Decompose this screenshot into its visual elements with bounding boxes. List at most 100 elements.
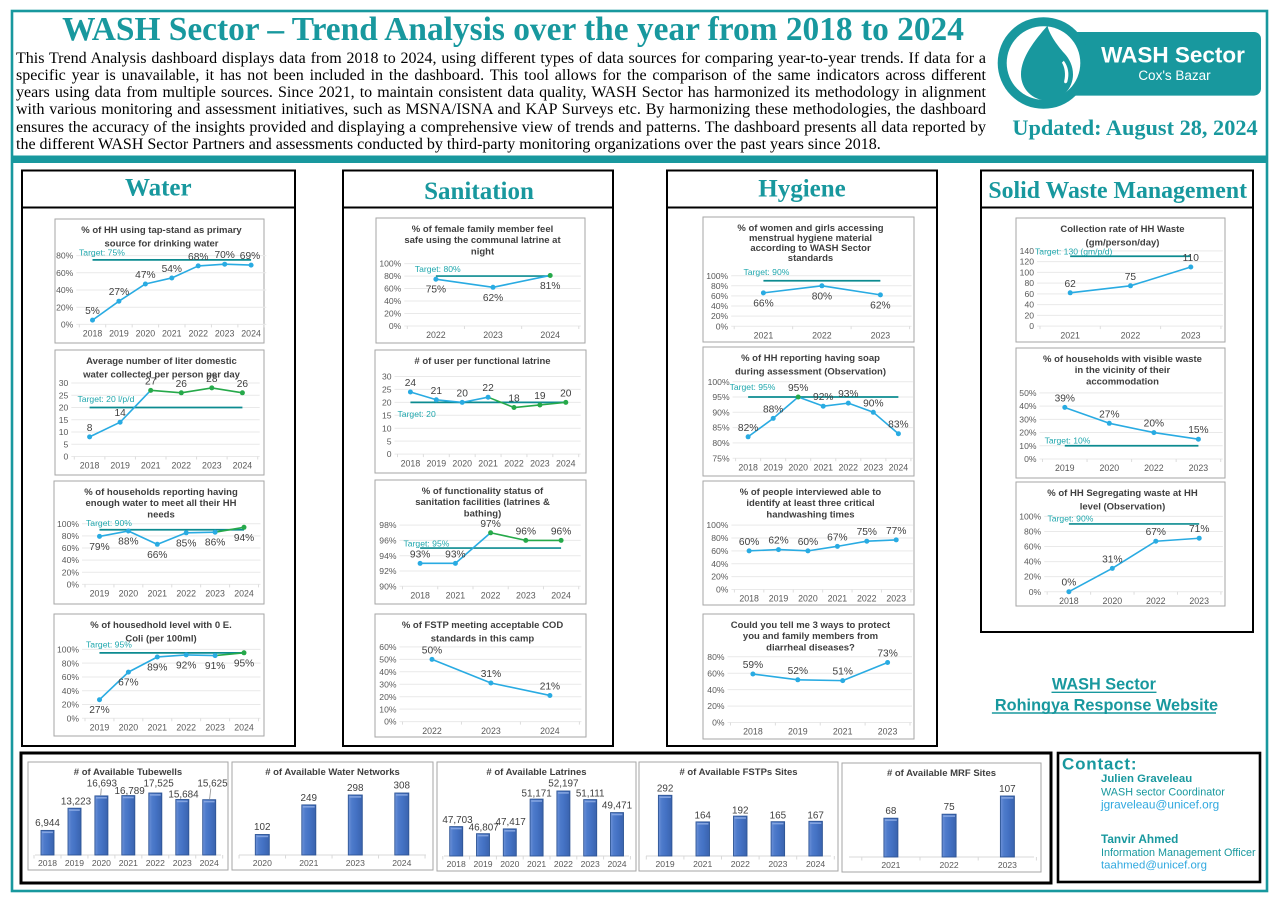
svg-text:25: 25 <box>59 390 69 400</box>
svg-text:2019: 2019 <box>763 462 783 472</box>
svg-text:16,693: 16,693 <box>87 778 118 789</box>
svg-text:18: 18 <box>508 394 520 405</box>
svg-text:2020: 2020 <box>452 458 472 468</box>
svg-text:10: 10 <box>382 423 392 433</box>
svg-text:% of housedhold level with 0 E: % of housedhold level with 0 E. <box>90 620 231 631</box>
svg-text:2022: 2022 <box>188 329 208 339</box>
svg-text:167: 167 <box>807 811 823 822</box>
svg-text:Information Management Officer: Information Management Officer <box>1101 847 1256 859</box>
svg-text:164: 164 <box>694 811 711 822</box>
svg-text:50%: 50% <box>379 654 397 664</box>
svg-text:2022: 2022 <box>1146 596 1166 606</box>
svg-text:292: 292 <box>657 784 673 795</box>
svg-text:Target: 95%: Target: 95% <box>730 382 776 392</box>
svg-text:Target: 10%: Target: 10% <box>1045 436 1091 446</box>
svg-text:2023: 2023 <box>516 591 536 601</box>
svg-text:Contact:: Contact: <box>1062 755 1137 774</box>
svg-text:# of user per functional latri: # of user per functional latrine <box>414 356 550 367</box>
svg-text:% of people interviewed able t: % of people interviewed able to <box>740 487 882 498</box>
svg-text:2023: 2023 <box>215 329 235 339</box>
svg-text:2019: 2019 <box>769 594 789 604</box>
svg-text:100: 100 <box>1020 267 1035 277</box>
svg-text:2020: 2020 <box>500 859 519 869</box>
svg-text:96%: 96% <box>551 526 571 537</box>
svg-text:20%: 20% <box>1144 419 1164 430</box>
svg-text:40%: 40% <box>711 559 729 569</box>
svg-text:67%: 67% <box>1146 527 1166 538</box>
svg-text:68%: 68% <box>188 252 208 263</box>
svg-text:Target: 90%: Target: 90% <box>86 518 132 528</box>
svg-text:77%: 77% <box>886 526 906 537</box>
svg-text:Average number of liter domest: Average number of liter domestic <box>86 356 237 367</box>
svg-text:69%: 69% <box>240 251 260 262</box>
svg-text:# of Available Water Networks: # of Available Water Networks <box>265 767 400 778</box>
svg-text:62%: 62% <box>483 293 503 304</box>
svg-text:80%: 80% <box>56 251 74 261</box>
svg-text:22: 22 <box>482 383 494 394</box>
svg-text:level (Observation): level (Observation) <box>1080 501 1166 512</box>
svg-text:2020: 2020 <box>253 858 272 868</box>
svg-text:2023: 2023 <box>864 462 884 472</box>
svg-text:52%: 52% <box>788 666 808 677</box>
svg-text:2022: 2022 <box>812 330 832 340</box>
svg-text:standards: standards <box>788 253 833 264</box>
svg-text:31%: 31% <box>1102 554 1122 565</box>
svg-text:47,417: 47,417 <box>495 817 525 828</box>
svg-text:5%: 5% <box>85 306 100 317</box>
svg-text:93%: 93% <box>838 389 858 400</box>
svg-text:92%: 92% <box>379 566 397 576</box>
svg-text:Target: 130 (gm/p/d): Target: 130 (gm/p/d) <box>1035 247 1113 257</box>
svg-text:60%: 60% <box>739 537 759 548</box>
svg-text:75%: 75% <box>857 527 877 538</box>
svg-text:71%: 71% <box>1189 524 1209 535</box>
svg-text:60%: 60% <box>379 642 397 652</box>
svg-text:20%: 20% <box>62 700 80 710</box>
svg-text:2024: 2024 <box>889 462 909 472</box>
svg-text:20: 20 <box>1024 310 1034 320</box>
svg-text:2018: 2018 <box>739 594 759 604</box>
svg-text:2023: 2023 <box>530 458 550 468</box>
svg-text:0%: 0% <box>67 580 80 590</box>
svg-text:92%: 92% <box>176 660 196 671</box>
svg-text:88%: 88% <box>763 404 783 415</box>
svg-text:Could you tell me 3 ways to pr: Could you tell me 3 ways to protect <box>731 620 891 631</box>
svg-text:bathing): bathing) <box>464 509 501 520</box>
svg-text:2024: 2024 <box>607 859 626 869</box>
svg-text:60%: 60% <box>62 543 80 553</box>
svg-text:menstrual hygiene material: menstrual hygiene material <box>749 233 872 244</box>
svg-text:Target: 20 l/p/d: Target: 20 l/p/d <box>78 394 135 404</box>
svg-text:Target: 95%: Target: 95% <box>86 640 132 650</box>
svg-text:20%: 20% <box>56 302 74 312</box>
svg-text:20%: 20% <box>1024 572 1042 582</box>
svg-text:17,525: 17,525 <box>143 778 174 789</box>
svg-text:according to WASH Sector: according to WASH Sector <box>750 243 871 254</box>
svg-text:0: 0 <box>1029 321 1034 331</box>
svg-text:2021: 2021 <box>162 329 182 339</box>
svg-text:2023: 2023 <box>1189 463 1209 473</box>
svg-text:25: 25 <box>382 385 392 395</box>
svg-text:2021: 2021 <box>693 859 712 869</box>
svg-text:2023: 2023 <box>768 859 787 869</box>
svg-text:Target: 75%: Target: 75% <box>79 248 125 258</box>
svg-text:2020: 2020 <box>136 329 156 339</box>
svg-text:0%: 0% <box>61 320 74 330</box>
svg-text:2022: 2022 <box>146 858 165 868</box>
svg-text:51%: 51% <box>832 667 852 678</box>
svg-text:97%: 97% <box>480 519 500 530</box>
svg-text:0%: 0% <box>716 585 729 595</box>
svg-text:0%: 0% <box>389 321 402 331</box>
svg-text:2023: 2023 <box>1189 596 1209 606</box>
svg-text:2022: 2022 <box>1121 330 1141 340</box>
svg-text:49,471: 49,471 <box>602 801 633 812</box>
svg-text:2022: 2022 <box>504 458 524 468</box>
svg-text:75: 75 <box>1125 272 1137 283</box>
svg-text:60%: 60% <box>384 284 402 294</box>
svg-text:Target: 20: Target: 20 <box>398 409 436 419</box>
svg-text:100%: 100% <box>706 271 728 281</box>
svg-text:2024: 2024 <box>556 458 576 468</box>
svg-text:2021: 2021 <box>141 461 161 471</box>
svg-text:% of households with visible w: % of households with visible waste <box>1043 354 1202 365</box>
svg-text:2023: 2023 <box>202 461 222 471</box>
svg-text:80%: 80% <box>711 533 729 543</box>
svg-text:89%: 89% <box>147 662 167 673</box>
